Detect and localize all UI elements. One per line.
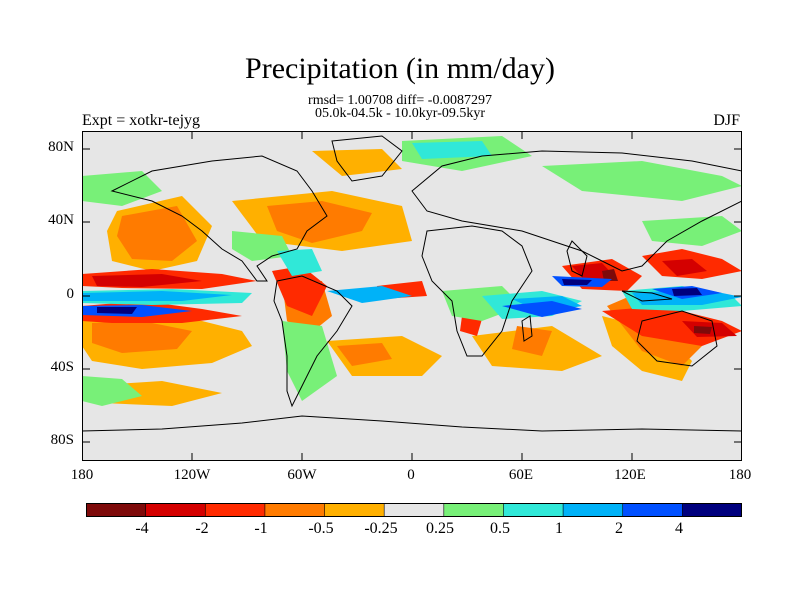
coastlines: [82, 135, 742, 432]
colorbar-cell: [562, 503, 624, 517]
colorbar-cell: [682, 503, 742, 517]
subtitle-rmsd: rmsd= 1.00708 diff= -0.0087297: [308, 93, 492, 108]
colorbar-label: -0.25: [364, 520, 398, 537]
colorbar-cell: [503, 503, 564, 517]
lon-tick-120e: 120E: [614, 467, 646, 483]
colorbar-label: 4: [675, 520, 683, 537]
colorbar-label: 2: [615, 520, 623, 537]
lon-tick-180e: 180: [728, 467, 752, 483]
lat-tick-40n: 40N: [48, 212, 74, 228]
lon-tick-180w: 180: [70, 467, 94, 483]
lat-tick-80s: 80S: [50, 432, 74, 448]
colorbar-cell: [324, 503, 385, 517]
colorbar-label: -0.5: [308, 520, 334, 537]
lat-tick-80n: 80N: [48, 139, 74, 155]
colorbar-label: 0.5: [490, 520, 510, 537]
plot-title: Precipitation (in mm/day): [245, 52, 555, 85]
colorbar: [86, 503, 742, 517]
lon-tick-60e: 60E: [508, 467, 534, 483]
colorbar-cell: [86, 503, 147, 517]
lon-tick-0: 0: [407, 467, 415, 483]
colorbar-cell: [443, 503, 505, 517]
lon-tick-60w: 60W: [287, 467, 317, 483]
colorbar-cell: [383, 503, 445, 517]
precip-increase-extreme: [97, 279, 702, 314]
colorbar-label: 0.25: [426, 520, 454, 537]
colorbar-cell: [204, 503, 266, 517]
colorbar-label: -1: [254, 520, 268, 537]
colorbar-cell: [622, 503, 684, 517]
colorbar-frame: [86, 503, 742, 517]
precip-increase-weak: [82, 136, 742, 406]
subtitle-period: 05.0k-04.5k - 10.0kyr-09.5kyr: [314, 106, 486, 121]
experiment-label: Expt = xotkr-tejyg: [82, 112, 201, 129]
map-frame: [82, 131, 742, 461]
world-precip-map: [82, 131, 742, 461]
axis-ticks: [82, 131, 742, 461]
colorbar-label: -2: [195, 520, 209, 537]
colorbar-label: -4: [135, 520, 149, 537]
season-label: DJF: [713, 112, 740, 129]
colorbar-cell: [145, 503, 207, 517]
lat-tick-40s: 40S: [50, 359, 74, 375]
colorbar-cell: [264, 503, 326, 517]
colorbar-label: 1: [555, 520, 563, 537]
lon-tick-120w: 120W: [173, 467, 211, 483]
lat-tick-eq: 0: [66, 286, 75, 302]
precip-decrease-extreme: [602, 269, 712, 334]
